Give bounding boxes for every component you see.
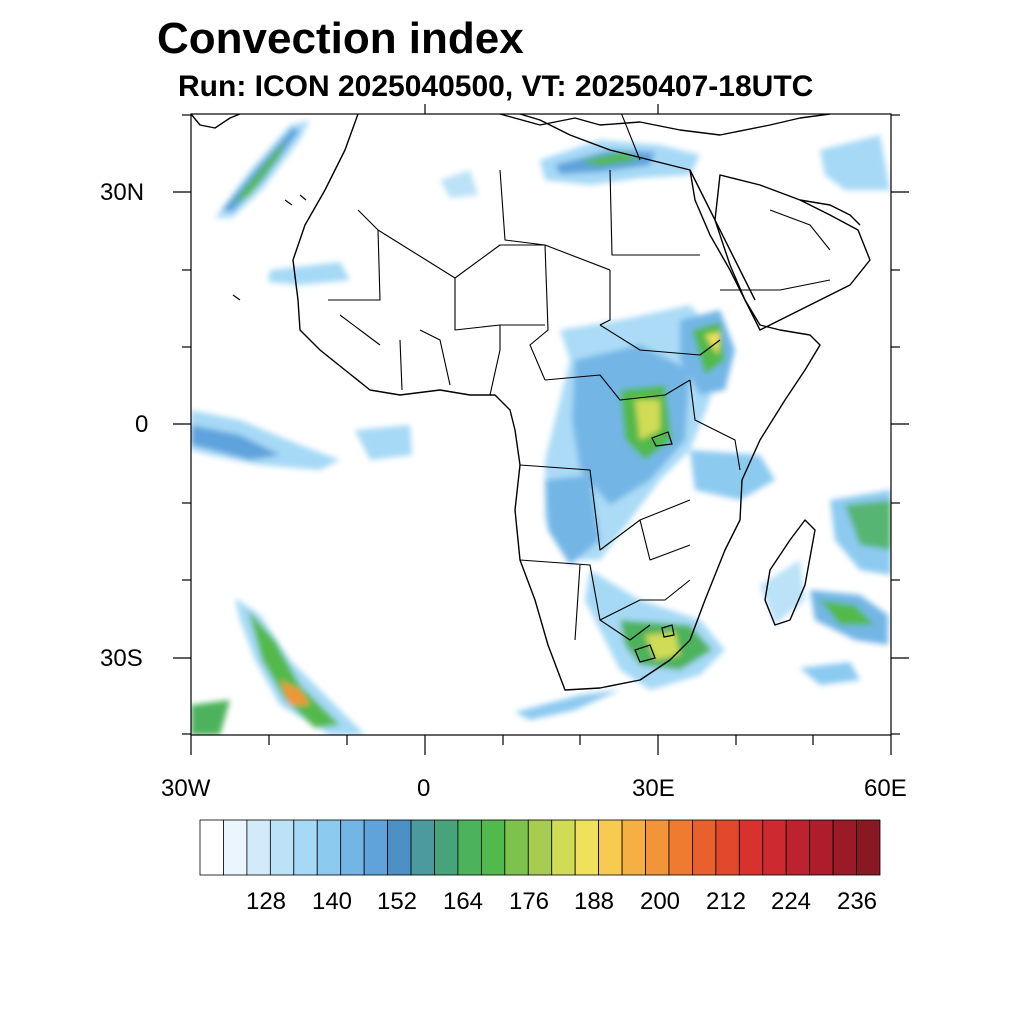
arabian-peninsula xyxy=(714,174,871,331)
colorbar-swatch xyxy=(621,819,646,876)
lon-label-60e: 60E xyxy=(864,775,907,802)
colorbar-label: 176 xyxy=(508,888,550,915)
colorbar-label: 236 xyxy=(836,888,878,915)
colorbar xyxy=(199,819,881,876)
colorbar-swatch xyxy=(832,819,857,876)
convection-field xyxy=(191,120,891,735)
convection-indian-ocean xyxy=(760,490,891,685)
southern-europe xyxy=(499,114,831,136)
colorbar-swatch xyxy=(316,819,342,876)
colorbar-swatch xyxy=(199,819,224,876)
colorbar-swatch xyxy=(574,819,600,876)
colorbar-swatch xyxy=(762,819,787,876)
colorbar-swatch xyxy=(293,819,318,876)
colorbar-swatch xyxy=(410,819,435,876)
colorbar-swatch xyxy=(363,819,388,876)
colorbar-swatch xyxy=(457,819,482,876)
lat-label-0: 0 xyxy=(135,411,149,438)
plot-frame xyxy=(190,113,892,736)
africa-coastline xyxy=(292,114,821,691)
colorbar-swatch xyxy=(785,819,811,876)
colorbar-swatch xyxy=(598,819,623,876)
colorbar-label: 200 xyxy=(639,888,681,915)
convection-southern-africa xyxy=(515,570,725,720)
colorbar-swatch xyxy=(387,819,412,876)
lat-label-30s: 30S xyxy=(100,645,143,672)
colorbar-swatch xyxy=(738,819,764,876)
colorbar-swatch xyxy=(551,819,576,876)
colorbar-swatch xyxy=(269,819,295,876)
colorbar-swatch xyxy=(504,819,529,876)
colorbar-swatch xyxy=(856,819,881,876)
colorbar-swatch xyxy=(480,819,506,876)
convection-central-africa xyxy=(545,305,775,565)
islands-and-lakes xyxy=(232,194,675,663)
colorbar-swatch xyxy=(809,819,834,876)
convection-north-atlantic xyxy=(215,120,350,285)
madagascar xyxy=(764,519,816,626)
colorbar-swatch xyxy=(715,819,740,876)
lat-label-30n: 30N xyxy=(100,179,145,206)
colorbar-label: 140 xyxy=(311,888,353,915)
lon-label-30w: 30W xyxy=(161,775,211,802)
iberia xyxy=(191,114,241,129)
axis-ticks xyxy=(173,104,909,755)
map-title: Convection index xyxy=(157,14,524,63)
colorbar-label: 128 xyxy=(245,888,287,915)
colorbar-swatch xyxy=(246,819,271,876)
colorbar-swatch xyxy=(645,819,670,876)
map-subtitle: Run: ICON 2025040500, VT: 20250407-18UTC xyxy=(178,70,814,103)
convection-equatorial-atlantic xyxy=(191,410,412,470)
colorbar-swatch xyxy=(668,819,693,876)
colorbar-swatch xyxy=(527,819,553,876)
colorbar-label: 212 xyxy=(705,888,747,915)
colorbar-label: 164 xyxy=(442,888,484,915)
lon-label-30e: 30E xyxy=(632,775,675,802)
lon-label-0: 0 xyxy=(417,775,431,802)
country-borders xyxy=(328,114,831,641)
colorbar-swatch xyxy=(434,819,459,876)
colorbar-label: 152 xyxy=(376,888,418,915)
colorbar-label: 188 xyxy=(573,888,615,915)
red-sea xyxy=(689,169,756,301)
colorbar-swatch xyxy=(340,819,365,876)
convection-south-atlantic xyxy=(191,598,365,735)
coastlines xyxy=(191,114,871,691)
convection-mediterranean xyxy=(440,135,890,198)
colorbar-swatch xyxy=(223,819,248,876)
colorbar-label: 224 xyxy=(770,888,812,915)
colorbar-swatch xyxy=(692,819,717,876)
persian-gulf xyxy=(799,199,861,226)
